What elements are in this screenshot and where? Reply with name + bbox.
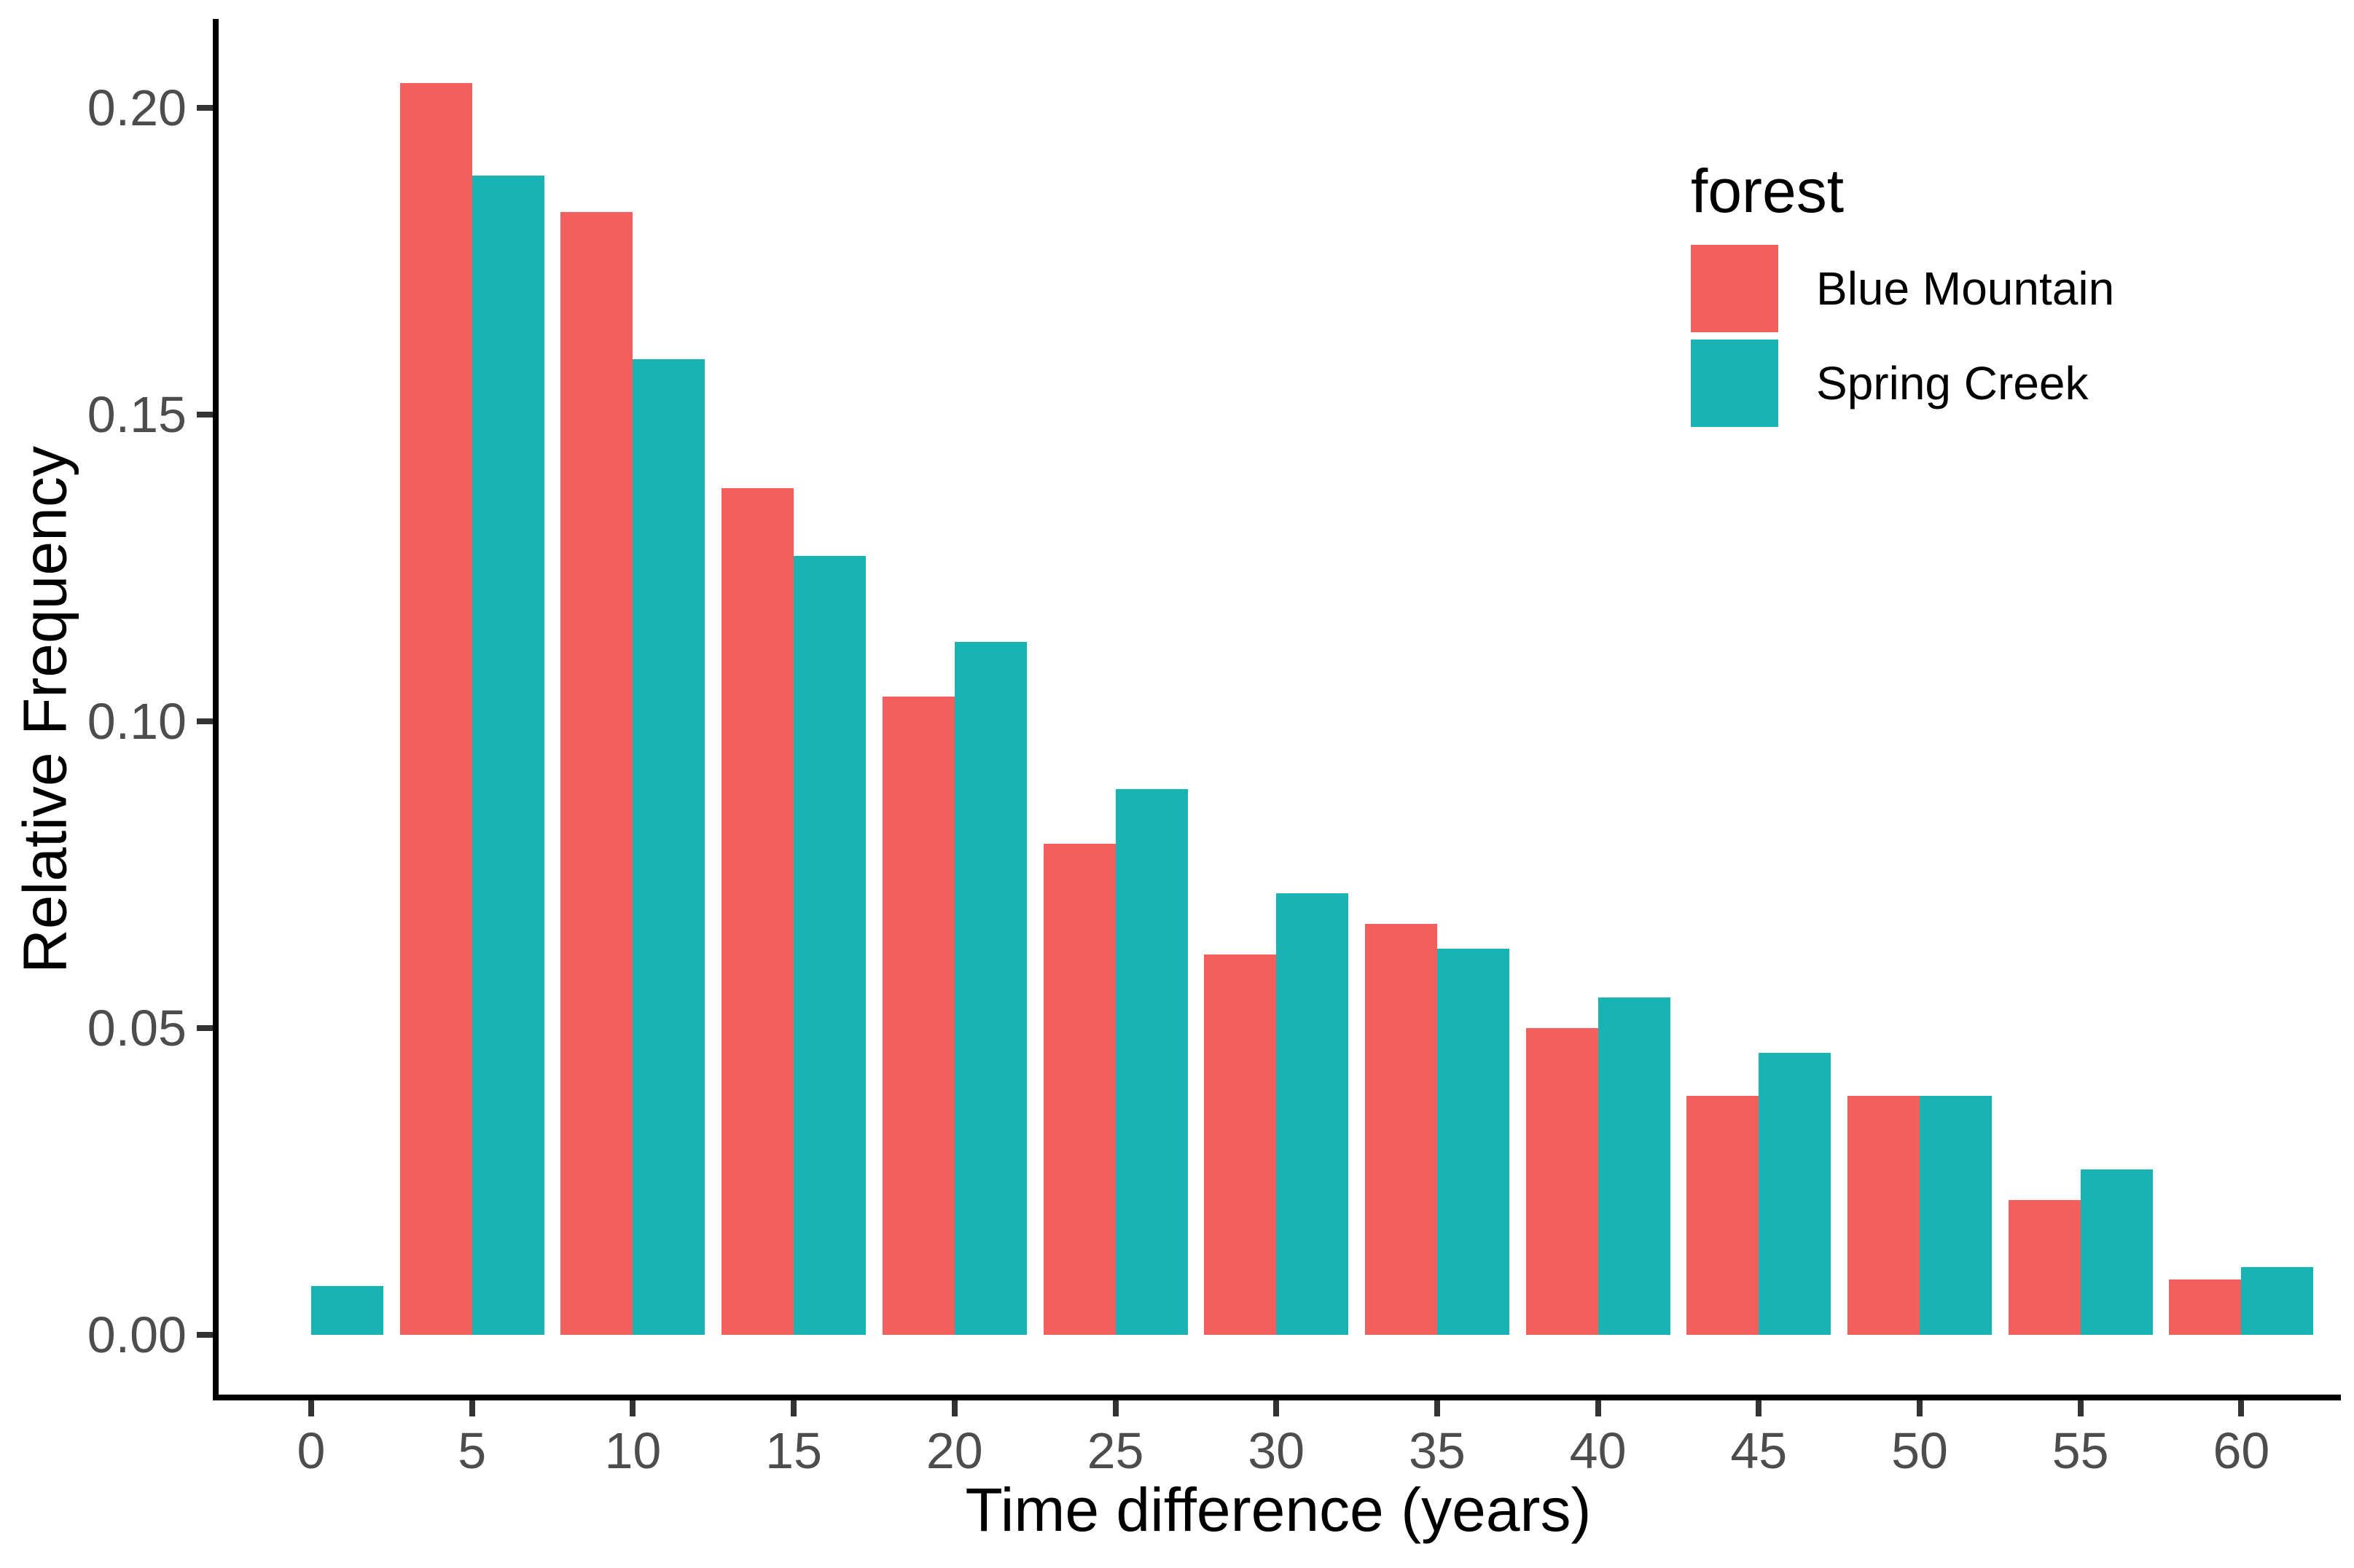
- x-tick-label: 30: [1248, 1422, 1305, 1479]
- bar-spring-creek-0: [311, 1285, 383, 1335]
- y-tick-mark: [197, 1332, 213, 1338]
- x-tick-mark: [2077, 1400, 2084, 1416]
- bar-spring-creek-30: [1276, 893, 1349, 1335]
- legend-key-blue-mountain: [1691, 245, 1778, 332]
- y-tick-mark: [197, 412, 213, 418]
- x-tick-label: 25: [1087, 1422, 1144, 1479]
- bar-blue-mountain-45: [1686, 1095, 1759, 1335]
- bar-blue-mountain-40: [1525, 1028, 1598, 1335]
- bar-spring-creek-10: [633, 359, 705, 1335]
- x-axis-line: [213, 1395, 2341, 1400]
- bar-blue-mountain-15: [722, 488, 794, 1335]
- x-tick-mark: [791, 1400, 797, 1416]
- x-tick-label: 20: [926, 1422, 983, 1479]
- bar-spring-creek-45: [1759, 1052, 1831, 1335]
- x-tick-mark: [1756, 1400, 1762, 1416]
- y-tick-label: 0.20: [87, 79, 187, 136]
- x-tick-label: 0: [297, 1422, 326, 1479]
- legend-label-blue-mountain: Blue Mountain: [1816, 262, 2115, 315]
- bar-blue-mountain-55: [2008, 1199, 2081, 1335]
- bar-blue-mountain-25: [1043, 844, 1116, 1335]
- x-tick-mark: [469, 1400, 475, 1416]
- x-tick-label: 10: [604, 1422, 662, 1479]
- bar-blue-mountain-60: [2169, 1279, 2242, 1335]
- bar-spring-creek-55: [2080, 1169, 2153, 1335]
- legend-items: Blue Mountain Spring Creek: [1691, 245, 2114, 427]
- x-tick-mark: [1434, 1400, 1440, 1416]
- y-tick-label: 0.10: [87, 693, 187, 750]
- x-tick-mark: [308, 1400, 314, 1416]
- y-axis-line: [213, 19, 219, 1400]
- x-tick-mark: [2238, 1400, 2245, 1416]
- legend-key-spring-creek: [1691, 340, 1778, 427]
- x-tick-label: 5: [458, 1422, 487, 1479]
- bar-spring-creek-5: [472, 175, 544, 1335]
- x-tick-mark: [1917, 1400, 1923, 1416]
- x-axis-title: Time difference (years): [965, 1475, 1592, 1544]
- bar-blue-mountain-20: [882, 697, 955, 1335]
- legend-label-spring-creek: Spring Creek: [1816, 357, 2089, 409]
- x-tick-label: 55: [2052, 1422, 2109, 1479]
- x-tick-label: 15: [765, 1422, 823, 1479]
- bar-spring-creek-50: [1920, 1095, 1992, 1335]
- bar-spring-creek-40: [1598, 997, 1670, 1335]
- y-tick-mark: [197, 105, 213, 111]
- x-tick-label: 45: [1730, 1422, 1788, 1479]
- bar-spring-creek-15: [794, 555, 867, 1335]
- y-tick-mark: [197, 1025, 213, 1031]
- x-tick-mark: [630, 1400, 636, 1416]
- x-tick-label: 40: [1569, 1422, 1627, 1479]
- y-tick-mark: [197, 718, 213, 724]
- bar-spring-creek-60: [2241, 1267, 2314, 1335]
- x-tick-mark: [1273, 1400, 1280, 1416]
- x-tick-mark: [1112, 1400, 1119, 1416]
- x-tick-label: 50: [1891, 1422, 1948, 1479]
- y-tick-label: 0.05: [87, 1000, 187, 1057]
- bar-spring-creek-35: [1436, 948, 1509, 1335]
- x-tick-label: 35: [1408, 1422, 1466, 1479]
- x-tick-mark: [951, 1400, 958, 1416]
- legend: forest Blue Mountain Spring Creek: [1691, 154, 2114, 434]
- legend-item-spring-creek: Spring Creek: [1691, 340, 2114, 427]
- bar-blue-mountain-50: [1847, 1095, 1920, 1335]
- bar-spring-creek-20: [954, 641, 1027, 1335]
- y-tick-label: 0.00: [87, 1306, 187, 1363]
- bar-blue-mountain-5: [399, 83, 472, 1335]
- legend-item-blue-mountain: Blue Mountain: [1691, 245, 2114, 332]
- y-tick-label: 0.15: [87, 386, 187, 443]
- bar-blue-mountain-30: [1204, 954, 1277, 1335]
- x-tick-label: 60: [2213, 1422, 2270, 1479]
- x-tick-mark: [1595, 1400, 1601, 1416]
- bar-blue-mountain-10: [560, 212, 633, 1335]
- bar-blue-mountain-35: [1364, 923, 1437, 1335]
- legend-title: forest: [1691, 157, 1845, 225]
- bar-spring-creek-25: [1115, 788, 1188, 1335]
